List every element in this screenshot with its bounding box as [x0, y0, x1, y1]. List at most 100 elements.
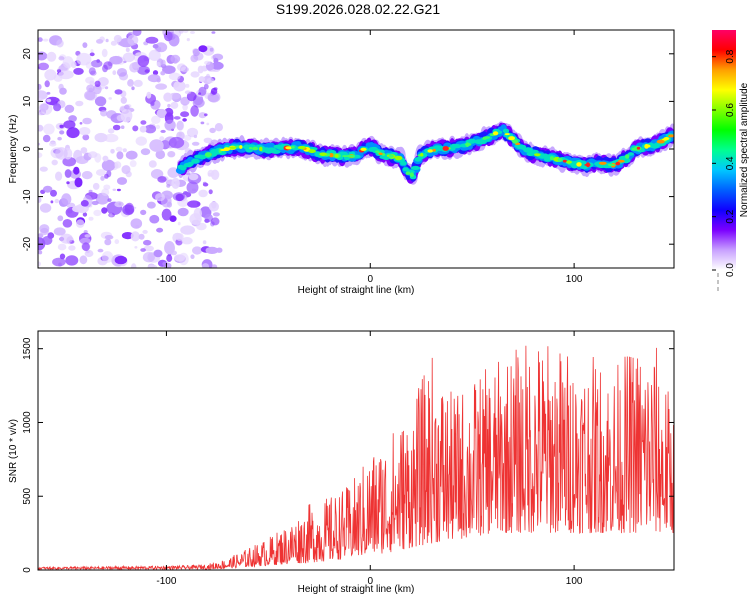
noise-blob	[92, 182, 100, 190]
colorbar-tick-label: 0.4	[725, 156, 736, 170]
noise-blob	[84, 249, 94, 258]
noise-blob	[38, 62, 49, 71]
noise-blob	[210, 87, 218, 95]
noise-blob	[109, 213, 113, 217]
noise-blob	[104, 86, 109, 90]
noise-blob	[59, 124, 64, 129]
noise-blob	[143, 245, 154, 252]
noise-blob	[208, 201, 219, 212]
noise-blob	[153, 249, 163, 258]
noise-blob	[157, 176, 167, 183]
noise-blob	[198, 76, 205, 83]
noise-blob	[120, 96, 128, 104]
ridge-peak	[566, 160, 572, 164]
ridge-peak	[615, 161, 621, 166]
noise-blob	[82, 42, 88, 48]
noise-blob	[143, 239, 152, 246]
noise-blob	[182, 103, 188, 111]
noise-blob	[138, 233, 145, 240]
ridge-peak	[409, 172, 414, 177]
spectrogram-x-axis: -100 0 100	[156, 30, 583, 285]
noise-blob	[91, 200, 99, 206]
noise-blob	[149, 139, 164, 152]
noise-blob	[201, 263, 210, 268]
noise-blob	[211, 61, 224, 70]
noise-blob	[212, 212, 220, 217]
noise-blob	[198, 112, 207, 119]
ridge-peak	[319, 152, 327, 156]
ridge-blob	[187, 161, 194, 167]
noise-blob	[82, 117, 92, 125]
noise-blob	[38, 233, 44, 239]
noise-blob	[183, 191, 189, 195]
noise-blob	[81, 242, 90, 252]
noise-blob	[210, 217, 220, 226]
noise-blob	[140, 209, 147, 216]
ridge-peak	[342, 155, 349, 158]
noise-blob	[204, 60, 211, 65]
noise-blob	[46, 98, 52, 103]
noise-blob	[115, 146, 123, 152]
noise-blob	[169, 215, 177, 222]
y-tick-label: 0	[22, 146, 33, 152]
noise-blob	[60, 233, 73, 244]
noise-blob	[166, 201, 172, 208]
colorbar-label: Normalized spectral amplitude	[739, 82, 750, 217]
noise-blob	[155, 193, 165, 202]
ridge-peak	[297, 145, 306, 150]
noise-blob	[58, 70, 74, 80]
noise-blob	[43, 123, 55, 135]
noise-blob	[144, 69, 150, 73]
noise-blob	[80, 200, 89, 207]
noise-blob	[148, 160, 157, 168]
noise-blob	[129, 160, 137, 168]
noise-blob	[72, 205, 85, 213]
y-tick-label: 500	[22, 487, 33, 504]
noise-blob	[135, 52, 142, 57]
noise-blob	[121, 232, 134, 240]
noise-blob	[103, 61, 113, 70]
ridge-blob	[191, 158, 200, 164]
noise-blob	[206, 77, 215, 84]
noise-blob	[104, 238, 112, 246]
noise-blob	[88, 216, 94, 221]
ridge-peak	[420, 152, 424, 157]
ridge-peak	[239, 145, 243, 149]
noise-blob	[191, 141, 200, 146]
spectrogram-y-axis: -20 -10 0 10 20	[22, 48, 674, 251]
noise-blob	[116, 188, 121, 192]
noise-blob	[214, 123, 223, 132]
noise-blob	[112, 124, 121, 131]
noise-blob	[149, 214, 160, 224]
noise-blob	[82, 134, 90, 141]
noise-blob	[42, 236, 53, 245]
ridge-peak	[607, 163, 616, 166]
noise-blob	[168, 72, 181, 81]
noise-blob	[114, 161, 122, 169]
noise-blob	[63, 120, 76, 129]
ridge-peak	[663, 137, 670, 141]
snr-x-label: Height of straight line (km)	[298, 584, 415, 595]
noise-blob	[62, 219, 73, 228]
noise-blob	[86, 84, 95, 93]
noise-blob	[192, 48, 200, 57]
noise-blob	[190, 254, 195, 259]
noise-blob	[190, 31, 195, 34]
noise-blob	[181, 237, 193, 245]
snr-frame	[37, 330, 675, 571]
noise-blob	[166, 184, 171, 188]
ridge-peak	[636, 146, 641, 150]
noise-blob	[192, 98, 205, 108]
colorbar-tick-label: 0.2	[725, 209, 736, 223]
ridge-blob	[402, 167, 410, 172]
ridge-peak	[285, 146, 293, 150]
ridge-blob	[410, 166, 421, 170]
noise-blob	[61, 193, 72, 206]
noise-blob	[84, 90, 96, 101]
ridge-blob	[271, 149, 281, 154]
noise-blob	[66, 127, 80, 139]
ridge-peak	[308, 149, 316, 154]
noise-blob	[211, 31, 216, 34]
noise-blob	[57, 243, 67, 251]
noise-blob	[49, 141, 57, 147]
